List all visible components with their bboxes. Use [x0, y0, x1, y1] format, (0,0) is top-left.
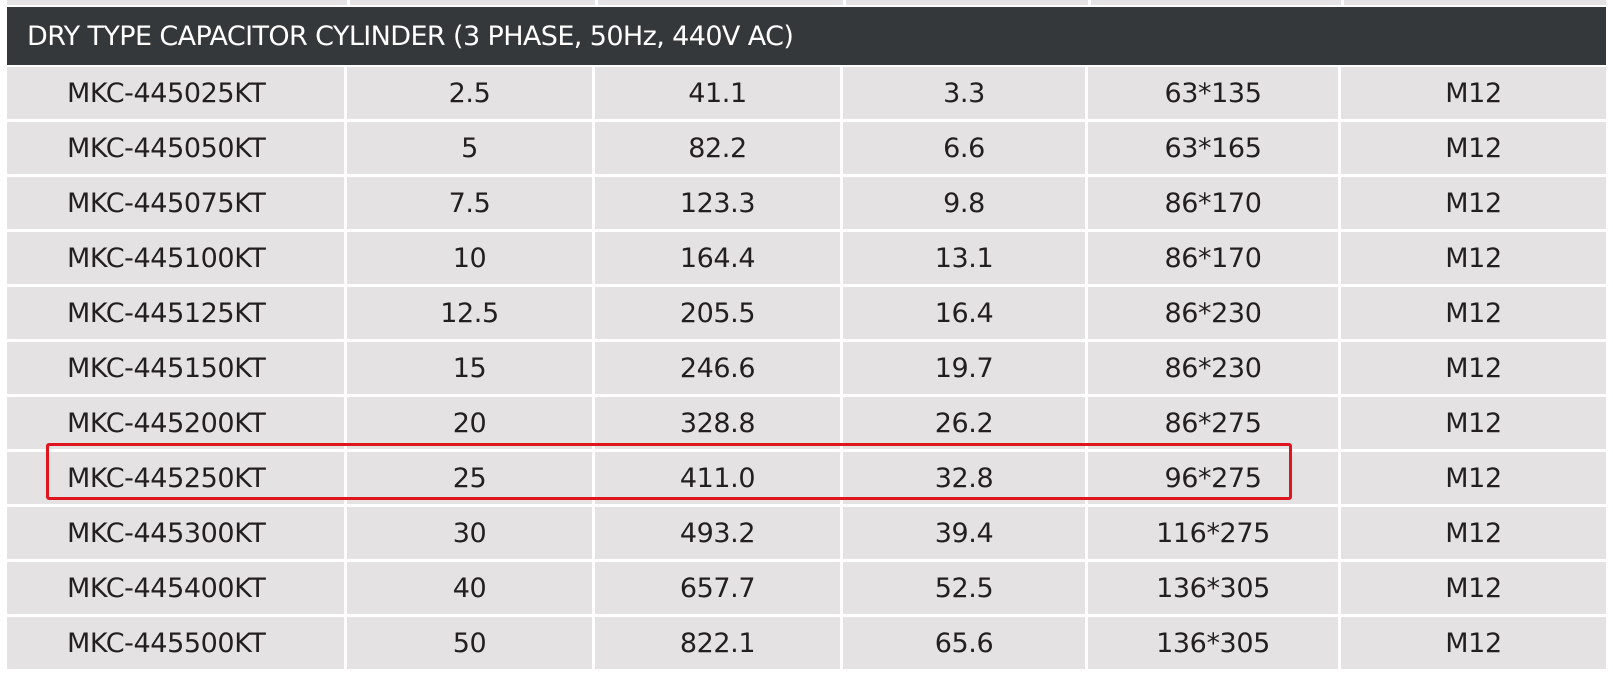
capacitance-cell: 82.2 — [595, 122, 843, 177]
table-title-bar: DRY TYPE CAPACITOR CYLINDER (3 PHASE, 50… — [7, 7, 1606, 65]
thread-cell: M12 — [1341, 287, 1606, 342]
strip-divider — [347, 0, 350, 5]
dimension-cell: 63*135 — [1088, 67, 1341, 122]
table-row: MKC-445125KT 12.5 205.5 16.4 86*230 M12 — [7, 287, 1606, 342]
dimension-cell: 86*230 — [1088, 287, 1341, 342]
capacitor-spec-table: MKC-445025KT 2.5 41.1 3.3 63*135 M12 MKC… — [7, 67, 1606, 672]
capacitance-cell: 246.6 — [595, 342, 843, 397]
kvar-cell: 5 — [347, 122, 595, 177]
model-cell: MKC-445150KT — [7, 342, 347, 397]
table-row: MKC-445075KT 7.5 123.3 9.8 86*170 M12 — [7, 177, 1606, 232]
dimension-cell: 86*170 — [1088, 177, 1341, 232]
thread-cell: M12 — [1341, 232, 1606, 287]
thread-cell: M12 — [1341, 342, 1606, 397]
current-cell: 6.6 — [843, 122, 1088, 177]
kvar-cell: 10 — [347, 232, 595, 287]
model-cell: MKC-445100KT — [7, 232, 347, 287]
kvar-cell: 12.5 — [347, 287, 595, 342]
table-title: DRY TYPE CAPACITOR CYLINDER (3 PHASE, 50… — [27, 20, 794, 52]
table-row: MKC-445150KT 15 246.6 19.7 86*230 M12 — [7, 342, 1606, 397]
capacitance-cell: 164.4 — [595, 232, 843, 287]
dimension-cell: 86*275 — [1088, 397, 1341, 452]
current-cell: 26.2 — [843, 397, 1088, 452]
current-cell: 32.8 — [843, 452, 1088, 507]
dimension-cell: 86*170 — [1088, 232, 1341, 287]
capacitance-cell: 205.5 — [595, 287, 843, 342]
dimension-cell: 136*305 — [1088, 562, 1341, 617]
table-row: MKC-445100KT 10 164.4 13.1 86*170 M12 — [7, 232, 1606, 287]
current-cell: 19.7 — [843, 342, 1088, 397]
dimension-cell: 136*305 — [1088, 617, 1341, 672]
model-cell: MKC-445075KT — [7, 177, 347, 232]
kvar-cell: 7.5 — [347, 177, 595, 232]
capacitance-cell: 657.7 — [595, 562, 843, 617]
capacitance-cell: 411.0 — [595, 452, 843, 507]
kvar-cell: 20 — [347, 397, 595, 452]
model-cell: MKC-445500KT — [7, 617, 347, 672]
capacitance-cell: 123.3 — [595, 177, 843, 232]
current-cell: 39.4 — [843, 507, 1088, 562]
table-row: MKC-445050KT 5 82.2 6.6 63*165 M12 — [7, 122, 1606, 177]
table-row: MKC-445300KT 30 493.2 39.4 116*275 M12 — [7, 507, 1606, 562]
dimension-cell: 116*275 — [1088, 507, 1341, 562]
thread-cell: M12 — [1341, 562, 1606, 617]
model-cell: MKC-445300KT — [7, 507, 347, 562]
kvar-cell: 25 — [347, 452, 595, 507]
kvar-cell: 2.5 — [347, 67, 595, 122]
kvar-cell: 40 — [347, 562, 595, 617]
thread-cell: M12 — [1341, 67, 1606, 122]
table-row: MKC-445200KT 20 328.8 26.2 86*275 M12 — [7, 397, 1606, 452]
model-cell: MKC-445200KT — [7, 397, 347, 452]
dimension-cell: 63*165 — [1088, 122, 1341, 177]
current-cell: 3.3 — [843, 67, 1088, 122]
table-row: MKC-445025KT 2.5 41.1 3.3 63*135 M12 — [7, 67, 1606, 122]
table-row: MKC-445400KT 40 657.7 52.5 136*305 M12 — [7, 562, 1606, 617]
model-cell: MKC-445250KT — [7, 452, 347, 507]
capacitance-cell: 493.2 — [595, 507, 843, 562]
strip-divider — [843, 0, 846, 5]
dimension-cell: 96*275 — [1088, 452, 1341, 507]
thread-cell: M12 — [1341, 397, 1606, 452]
kvar-cell: 30 — [347, 507, 595, 562]
current-cell: 52.5 — [843, 562, 1088, 617]
kvar-cell: 50 — [347, 617, 595, 672]
model-cell: MKC-445125KT — [7, 287, 347, 342]
capacitance-cell: 328.8 — [595, 397, 843, 452]
model-cell: MKC-445400KT — [7, 562, 347, 617]
current-cell: 9.8 — [843, 177, 1088, 232]
capacitance-cell: 41.1 — [595, 67, 843, 122]
dimension-cell: 86*230 — [1088, 342, 1341, 397]
current-cell: 16.4 — [843, 287, 1088, 342]
thread-cell: M12 — [1341, 452, 1606, 507]
thread-cell: M12 — [1341, 617, 1606, 672]
table-row-highlighted: MKC-445250KT 25 411.0 32.8 96*275 M12 — [7, 452, 1606, 507]
table-row: MKC-445500KT 50 822.1 65.6 136*305 M12 — [7, 617, 1606, 672]
strip-divider — [1088, 0, 1091, 5]
strip-divider — [1341, 0, 1344, 5]
kvar-cell: 15 — [347, 342, 595, 397]
capacitance-cell: 822.1 — [595, 617, 843, 672]
current-cell: 13.1 — [843, 232, 1088, 287]
model-cell: MKC-445025KT — [7, 67, 347, 122]
strip-divider — [595, 0, 598, 5]
thread-cell: M12 — [1341, 507, 1606, 562]
thread-cell: M12 — [1341, 122, 1606, 177]
model-cell: MKC-445050KT — [7, 122, 347, 177]
top-column-strip — [7, 0, 1606, 5]
thread-cell: M12 — [1341, 177, 1606, 232]
current-cell: 65.6 — [843, 617, 1088, 672]
